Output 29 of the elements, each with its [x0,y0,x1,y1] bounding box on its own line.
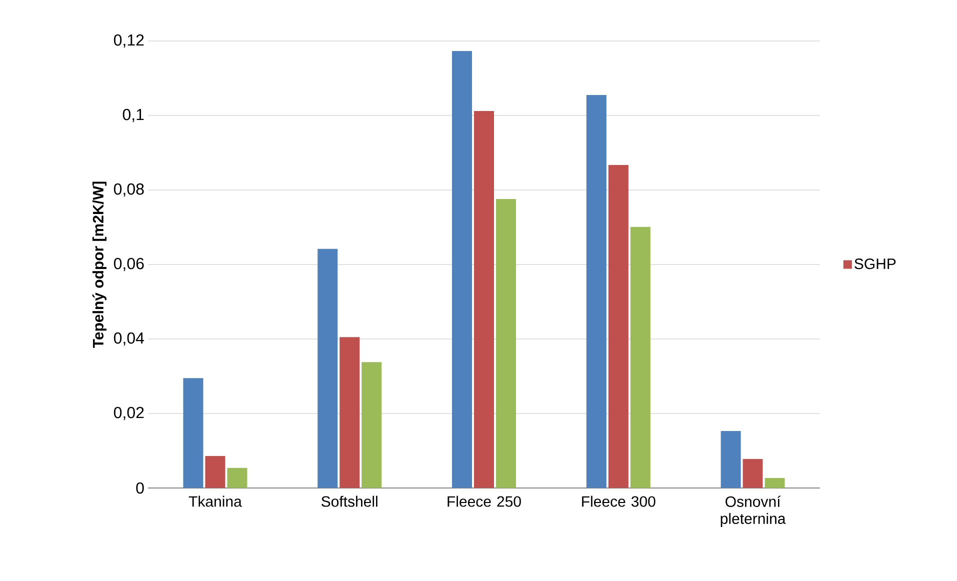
bar [630,226,650,488]
y-tick-label: 0,06 [114,258,144,272]
bar [205,456,226,488]
bar [720,431,741,488]
bar [608,165,628,488]
bar [340,337,360,488]
bar [183,378,204,488]
y-tick-label: 0,08 [114,183,144,197]
x-tick-label: Osnovní pleternina [720,496,786,527]
bar [764,478,785,488]
x-tick-label: Softshell [322,496,378,507]
bar [474,111,494,488]
y-tick-label: 0 [136,482,144,494]
y-tick-label: 0,02 [114,406,144,420]
x-tick-label: Fleece 300 [582,496,656,507]
y-tick-label: 0,04 [114,332,144,346]
legend-label: SGHP [854,258,896,270]
bar [586,95,606,488]
bar [496,198,516,488]
x-tick-label: Fleece 250 [448,496,521,507]
x-tick-label: Tkanina [188,496,242,507]
bar [318,248,338,488]
bar [452,51,472,488]
y-tick-label: 0,12 [114,34,144,48]
bar [362,362,382,488]
bar [742,458,763,488]
bar [227,468,248,488]
y-axis-title: Tepelný odpor [m2K/W] [92,182,106,348]
y-tick-label: 0,1 [122,108,144,122]
